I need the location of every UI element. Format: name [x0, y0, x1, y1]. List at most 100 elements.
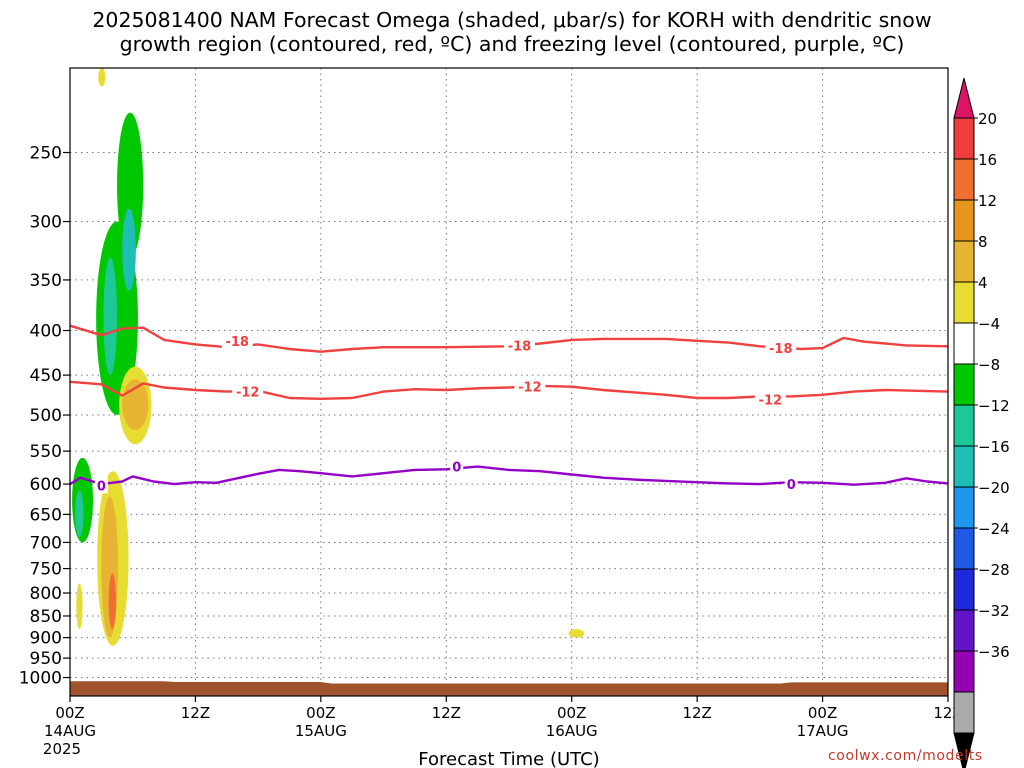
y-tick-label: 950: [30, 649, 62, 669]
x-tick-date: 14AUG: [44, 722, 96, 740]
x-tick-date: 16AUG: [546, 722, 598, 740]
colorbar-label: −32: [978, 602, 1010, 620]
y-tick-label: 700: [30, 533, 62, 553]
contour-label-bg: [754, 391, 786, 408]
ground-surface: [70, 681, 948, 696]
colorbar-label: 20: [978, 110, 997, 128]
grid: [70, 68, 948, 696]
y-tick-label: 450: [30, 366, 62, 386]
contour-label: -18: [769, 342, 793, 357]
contour-label: 0: [452, 461, 461, 476]
x-tick-label: 00Z: [306, 704, 335, 722]
omega-region: [75, 490, 84, 537]
contour-label: 0: [97, 479, 106, 494]
contour-label-bg: [503, 337, 535, 354]
credit-link[interactable]: coolwx.com/modelts: [828, 748, 983, 764]
colorbar-label: −36: [978, 643, 1010, 661]
contour-line-minus18: [70, 324, 948, 353]
contour-lines: [70, 324, 948, 486]
colorbar-arrow-top: [953, 77, 975, 119]
colorbar-box: [953, 240, 975, 283]
x-tick-label: 12Z: [181, 704, 210, 722]
y-tick-label: 250: [30, 144, 62, 164]
x-tick-year: 2025: [43, 740, 81, 758]
x-tick-label: 00Z: [55, 704, 84, 722]
colorbar-box: [953, 691, 975, 734]
colorbar-box: [953, 199, 975, 242]
x-axis-label: Forecast Time (UTC): [418, 749, 599, 768]
colorbar-box: [953, 117, 975, 160]
colorbar-arrow-bottom: [953, 732, 975, 768]
contour-label: -18: [508, 339, 532, 354]
colorbar-box: [953, 527, 975, 570]
y-axis: 2503003504004505005506006507007508008509…: [19, 144, 70, 689]
x-tick-date: 17AUG: [797, 722, 849, 740]
y-tick-label: 900: [30, 629, 62, 649]
ground-fill: [70, 681, 948, 696]
colorbar-box: [953, 281, 975, 324]
y-tick-label: 800: [30, 584, 62, 604]
y-tick-label: 500: [30, 406, 62, 426]
plot-frame: [69, 67, 949, 697]
x-tick-label: 00Z: [557, 704, 586, 722]
contour-label-bg: [784, 476, 798, 493]
colorbar-label: 12: [978, 192, 997, 210]
colorbar-box: [953, 650, 975, 693]
y-tick-label: 550: [30, 442, 62, 462]
contour-label-bg: [232, 383, 264, 400]
contour-label-bg: [221, 332, 253, 349]
x-tick-date: 15AUG: [295, 722, 347, 740]
x-tick-label: 12Z: [432, 704, 461, 722]
colorbar-label: −12: [978, 397, 1010, 415]
y-tick-label: 750: [30, 560, 62, 580]
y-tick-label: 1000: [19, 669, 62, 689]
omega-region: [76, 583, 83, 630]
colorbar-box: [953, 445, 975, 488]
contour-label: -18: [225, 335, 249, 350]
omega-region: [122, 208, 136, 291]
x-tick-label: 00Z: [808, 704, 837, 722]
contour-line-minus12: [70, 380, 948, 400]
x-tick-label: 12Z: [682, 704, 711, 722]
contour-label-bg: [765, 340, 797, 357]
contour-label: -12: [236, 386, 260, 401]
colorbar-label: 4: [978, 274, 988, 292]
omega-region: [117, 112, 144, 258]
y-tick-label: 600: [30, 475, 62, 495]
y-tick-label: 650: [30, 505, 62, 525]
chart-title-line1: 2025081400 NAM Forecast Omega (shaded, μ…: [92, 8, 932, 32]
colorbar-label: −24: [978, 520, 1010, 538]
contour-label: -12: [518, 381, 542, 396]
y-tick-label: 850: [30, 607, 62, 627]
omega-region: [98, 68, 106, 87]
colorbar-label: 16: [978, 151, 997, 169]
y-tick-label: 400: [30, 322, 62, 342]
contour-labels: -18 -18 -18 -12 -12 -12 0 0 0: [94, 332, 798, 494]
chart-title-line2: growth region (contoured, red, ºC) and f…: [119, 32, 905, 56]
omega-shading: [72, 68, 585, 646]
contour-label-bg: [94, 477, 108, 494]
colorbar-box: [953, 158, 975, 201]
contour-label-bg: [514, 378, 546, 395]
colorbar: 20 16 12 8 4 −4 −8 −12 −16 −20 −24 −28 −32 −36: [953, 77, 1010, 768]
contour-label: 0: [787, 478, 796, 493]
colorbar-box: [953, 363, 975, 406]
omega-region: [108, 573, 116, 630]
colorbar-label: −20: [978, 479, 1010, 497]
chart-title: 2025081400 NAM Forecast Omega (shaded, μ…: [0, 8, 1024, 56]
colorbar-label: −28: [978, 561, 1010, 579]
contour-label-bg: [450, 458, 464, 475]
colorbar-box: [953, 568, 975, 611]
colorbar-box: [953, 322, 975, 365]
omega-region: [568, 629, 585, 638]
contour-line-0: [70, 465, 948, 486]
colorbar-label: −4: [978, 315, 1000, 333]
y-tick-label: 350: [30, 271, 62, 291]
colorbar-label: −16: [978, 438, 1010, 456]
colorbar-label: 8: [978, 233, 988, 251]
y-tick-label: 300: [30, 213, 62, 233]
colorbar-label: −8: [978, 356, 1000, 374]
colorbar-box: [953, 609, 975, 652]
colorbar-box: [953, 404, 975, 447]
